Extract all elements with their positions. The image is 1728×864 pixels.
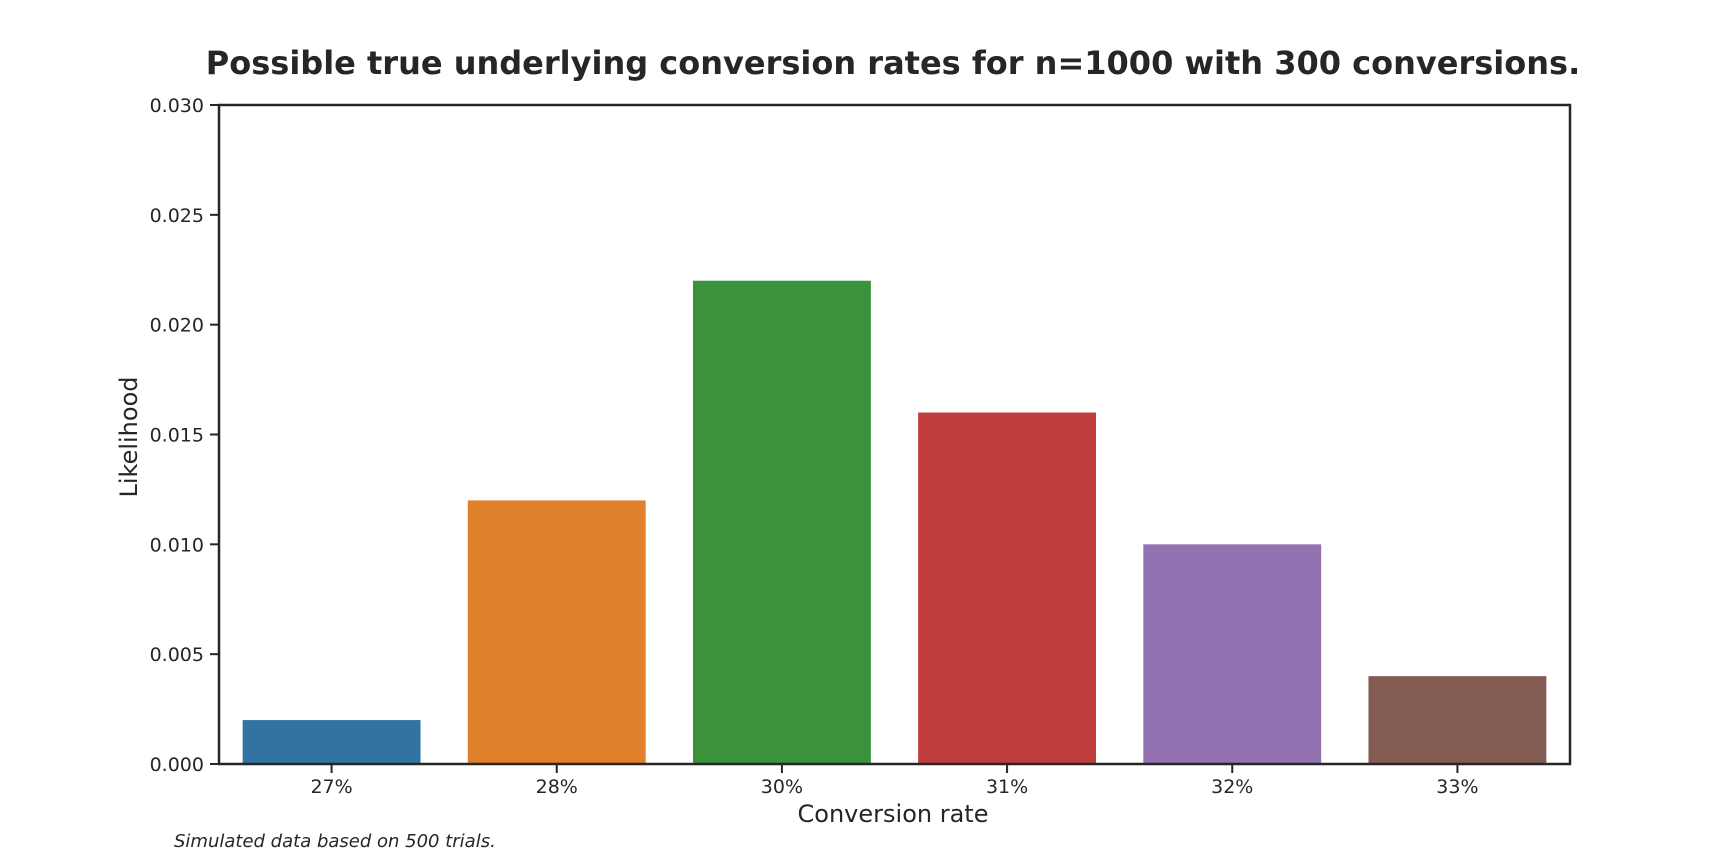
y-axis-label: Likelihood <box>115 377 143 498</box>
x-tick-label: 27% <box>310 776 352 798</box>
y-tick-label: 0.020 <box>150 315 204 337</box>
bar-5 <box>1368 676 1547 764</box>
x-tick-label: 30% <box>761 776 803 798</box>
bar-0 <box>242 720 421 764</box>
footnote: Simulated data based on 500 trials. <box>174 831 496 852</box>
x-tick-label: 28% <box>536 776 578 798</box>
chart-title: Possible true underlying conversion rate… <box>206 44 1580 82</box>
x-axis-ticks: 27% 28% 30% 31% 32% 33% <box>310 764 1479 798</box>
y-tick-label: 0.015 <box>150 425 204 447</box>
y-tick-label: 0.010 <box>150 534 204 556</box>
y-tick-label: 0.005 <box>150 644 204 666</box>
x-tick-label: 33% <box>1436 776 1478 798</box>
bar-2 <box>692 280 871 764</box>
bar-3 <box>918 412 1097 764</box>
bar-4 <box>1143 544 1322 764</box>
plot-frame <box>217 103 1572 766</box>
y-tick-label: 0.030 <box>150 95 204 117</box>
x-tick-label: 31% <box>986 776 1028 798</box>
x-tick-label: 32% <box>1211 776 1253 798</box>
y-tick-label: 0.000 <box>150 754 204 776</box>
x-axis-label: Conversion rate <box>798 800 989 828</box>
bars-group <box>242 280 1547 764</box>
y-axis-ticks: 0.000 0.005 0.010 0.015 0.020 0.025 0.030 <box>150 95 219 776</box>
bar-1 <box>467 500 646 764</box>
y-tick-label: 0.025 <box>150 205 204 227</box>
